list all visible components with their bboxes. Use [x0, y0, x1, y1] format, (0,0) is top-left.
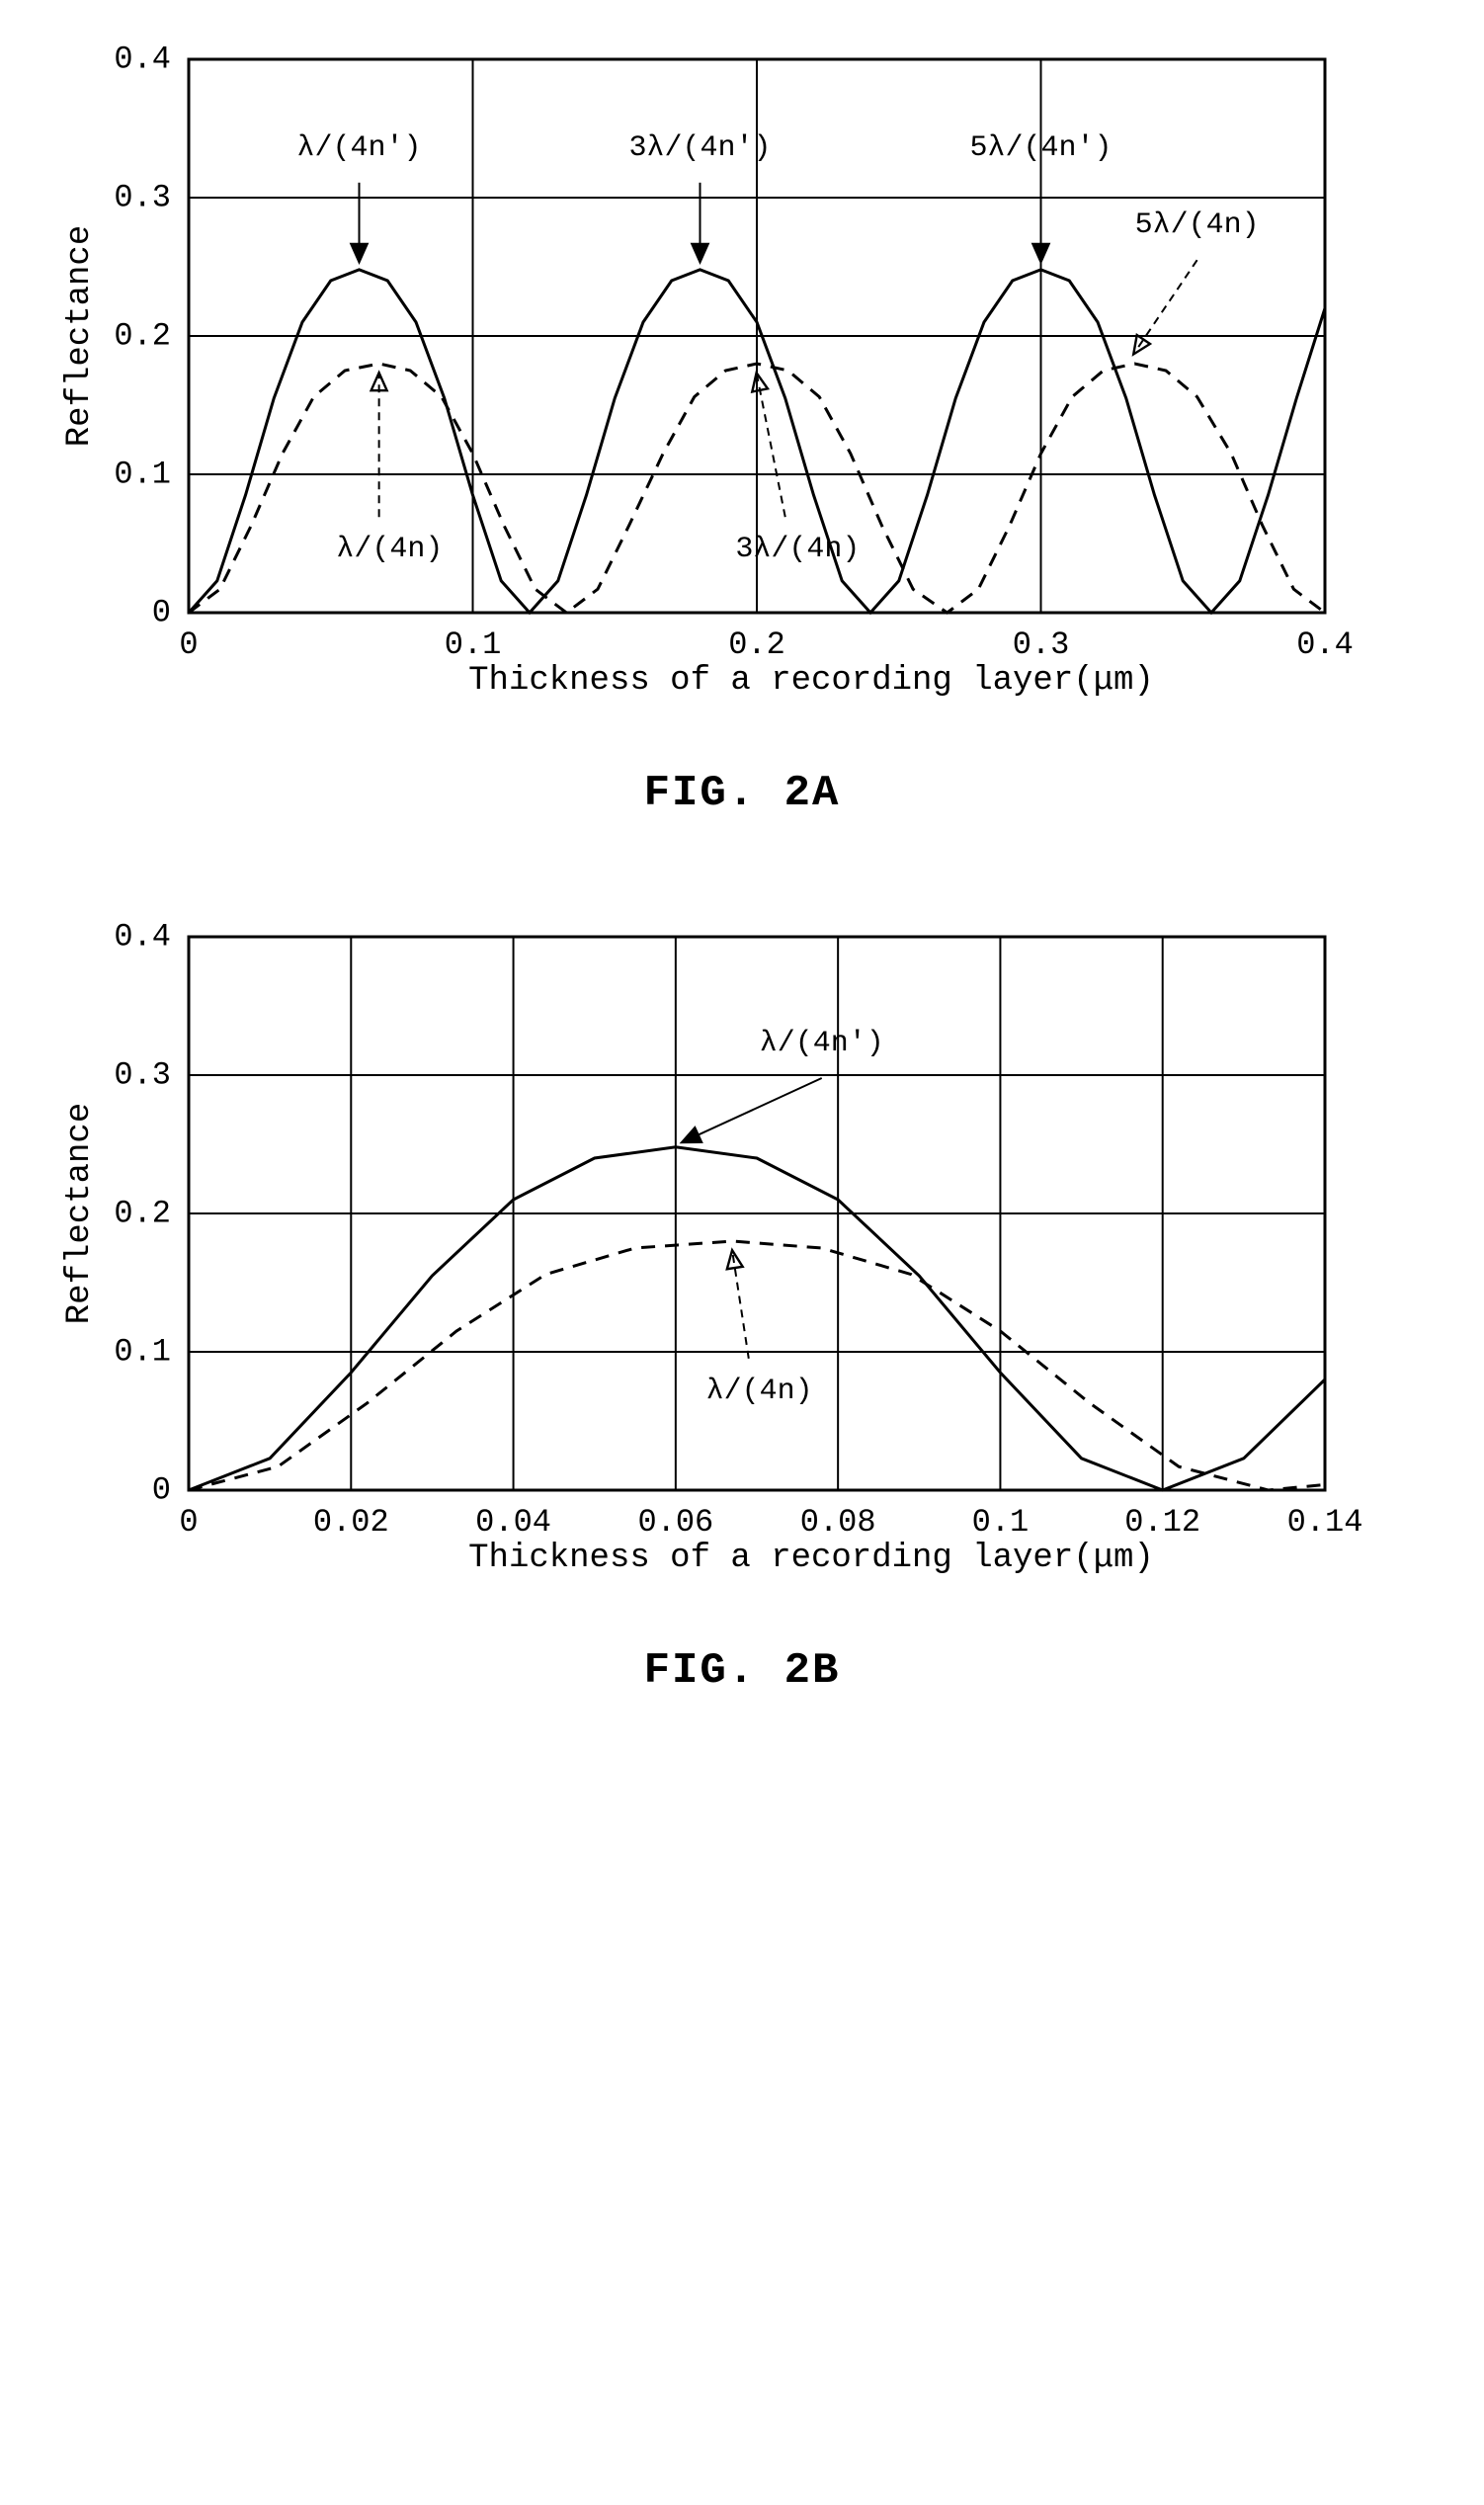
chart-b-caption: FIG. 2B [50, 1646, 1434, 1696]
chartB-series-solid [189, 1147, 1325, 1490]
xtick-label: 0 [179, 626, 198, 663]
xtick-label: 0.08 [800, 1504, 876, 1541]
chartA-annotation-label-4: λ/(4n) [336, 533, 443, 566]
ytick-label: 0.2 [114, 1196, 171, 1232]
chartA-annotation-arrow-5 [757, 375, 785, 517]
ytick-label: 0.1 [114, 457, 171, 493]
ytick-label: 0.4 [114, 42, 171, 78]
xtick-label: 0.1 [445, 626, 502, 663]
chart-b-xlabel: Thickness of a recording layer(μm) [189, 1540, 1434, 1577]
xtick-label: 0.14 [1287, 1504, 1363, 1541]
chart-b-ylabel: Reflectance [61, 1103, 99, 1324]
xtick-label: 0.06 [637, 1504, 713, 1541]
chart-a-caption: FIG. 2A [50, 769, 1434, 818]
chartA-annotation-label-0: λ/(4n') [296, 131, 421, 165]
ytick-label: 0.4 [114, 919, 171, 956]
xtick-label: 0.12 [1124, 1504, 1200, 1541]
chartA-annotation-label-3: 5λ/(4n) [1135, 209, 1260, 242]
xtick-label: 0.04 [475, 1504, 551, 1541]
chart-b-block: Reflectance 0 0.02 0.04 0.06 0.08 0.1 0.12 0.14… [50, 937, 1434, 1696]
chartB-annotation-label-0: λ/(4n') [760, 1027, 884, 1060]
xtick-label: 0.2 [728, 626, 785, 663]
chartB-annotation-label-1: λ/(4n) [706, 1375, 813, 1408]
ytick-label: 0.2 [114, 318, 171, 355]
ytick-label: 0.3 [114, 1057, 171, 1094]
chart-a-xlabel: Thickness of a recording layer(μm) [189, 662, 1434, 700]
chartB-annotation-arrow-0 [684, 1078, 822, 1141]
chartB-series-dashed [189, 1241, 1325, 1490]
xtick-label: 0.02 [313, 1504, 389, 1541]
chart-b-wrapper: Reflectance 00.020.040.060.080.10.120.14… [189, 937, 1325, 1490]
xtick-label: 0.3 [1013, 626, 1070, 663]
chartA-annotation-label-2: 5λ/(4n') [969, 131, 1112, 165]
ytick-label: 0 [152, 1472, 171, 1509]
chart-a-block: Reflectance 00.10.20.30.400.10.20.30.4λ/… [50, 59, 1434, 818]
xtick-label: 0.4 [1296, 626, 1354, 663]
figure-container: Reflectance 0 0.1 0.2 0.3 0.4 0 0.1 0.2 0.3 0.4 λ/… [50, 59, 1434, 1696]
ytick-label: 0.3 [114, 180, 171, 216]
chartA-annotation-label-5: 3λ/(4n) [735, 533, 860, 566]
xtick-label: 0 [179, 1504, 198, 1541]
chartA-annotation-arrow-3 [1134, 260, 1196, 353]
chart-a-ylabel: Reflectance [61, 225, 99, 447]
xtick-label: 0.1 [972, 1504, 1030, 1541]
ytick-label: 0.1 [114, 1334, 171, 1371]
chartA-annotation-label-1: 3λ/(4n') [628, 131, 771, 165]
ytick-label: 0 [152, 595, 171, 631]
chart-a-wrapper: Reflectance 00.10.20.30.400.10.20.30.4λ/… [189, 59, 1325, 613]
chartB-annotation-arrow-1 [732, 1252, 748, 1359]
